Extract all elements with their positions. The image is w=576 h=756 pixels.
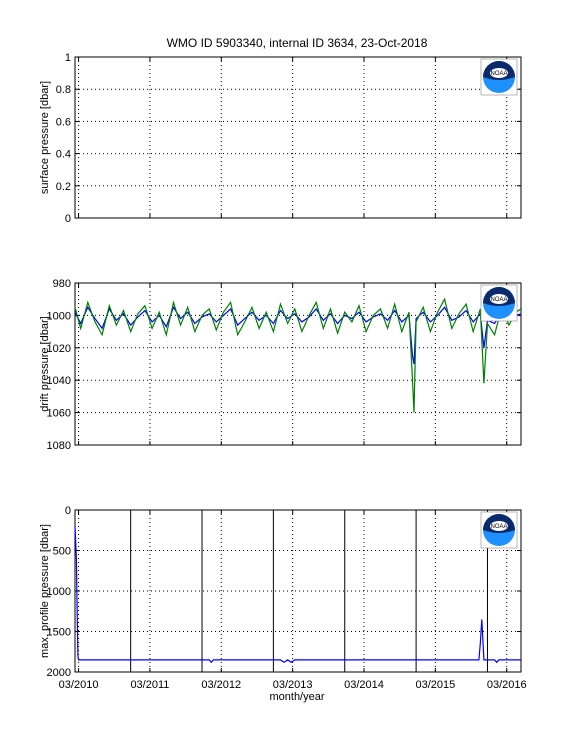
surface-pressure-panel: 0 0.2 0.4 0.6 0.8 1 surface pressure [dbar] NOA… [39,52,522,225]
noaa-logo-icon: NOAA [480,284,518,322]
x-tick-label: 03/2011 [130,679,169,691]
noaa-logo-text: NOAA [490,524,507,530]
x-tick-label: 03/2015 [415,679,455,691]
series-line [74,305,522,365]
x-tick-label: 03/2013 [273,679,313,691]
y-tick-label: 0.8 [56,84,71,96]
y-axis-label: drift pressure [dbar] [39,316,51,411]
x-axis-label: month/year [269,691,324,703]
noaa-logo-text: NOAA [490,297,507,303]
y-tick-label: 1020 [47,343,71,355]
figure-title: WMO ID 5903340, internal ID 3634, 23-Oct… [167,36,428,50]
y-tick-label: 0.6 [56,116,71,128]
x-tick-label: 03/2010 [59,679,99,691]
series-line [74,297,522,413]
y-tick-label: 1040 [47,375,71,387]
y-tick-label: 2000 [47,667,71,679]
x-tick-label: 03/2016 [487,679,527,691]
x-tick-label: 03/2014 [344,679,384,691]
noaa-logo-text: NOAA [490,71,507,77]
y-tick-label: 1500 [47,627,71,639]
y-axis-label: surface pressure [dbar] [39,81,51,194]
y-tick-label: 0.4 [56,149,71,161]
noaa-logo-icon: NOAA [480,58,518,96]
y-tick-label: 1060 [47,408,71,420]
y-tick-label: 500 [53,546,71,558]
y-axis-label: max. profile pressure [dbar] [39,524,51,658]
y-tick-label: 0 [65,213,71,225]
axes-frame [74,509,522,673]
x-tick-label: 03/2012 [201,679,241,691]
axes-frame [74,282,522,446]
y-tick-label: 1 [65,52,71,64]
y-tick-label: 0 [65,505,71,517]
y-tick-label: 1000 [47,586,71,598]
y-tick-label: 980 [53,278,71,290]
drift-pressure-panel: 980 1000 1020 1040 1060 1080 drift pressure [d… [39,278,522,452]
y-tick-label: 1000 [47,310,71,322]
series-line [74,526,521,664]
y-tick-label: 0.2 [56,181,71,193]
y-tick-label: 1080 [47,440,71,452]
axes-frame [74,56,522,219]
noaa-logo-icon: NOAA [480,511,518,549]
